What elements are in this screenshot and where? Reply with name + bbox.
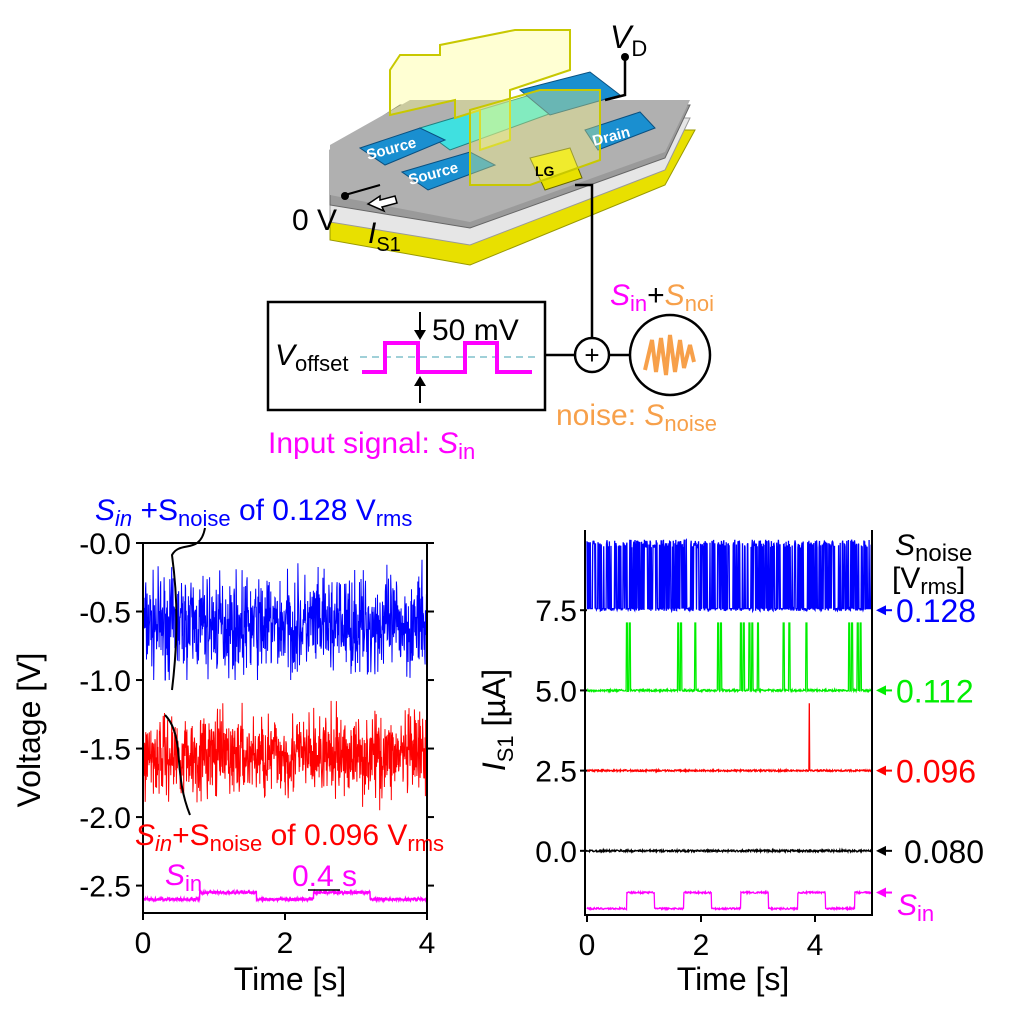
blue-callout [170, 527, 206, 691]
legend-arrowhead-1 [876, 685, 886, 696]
left-ytick-label-0: -0.0 [79, 528, 131, 561]
right-series-1-line [586, 622, 873, 694]
summer-plus: + [584, 340, 599, 370]
left-series-layer [142, 559, 428, 904]
legend-title: Snoise [895, 529, 972, 567]
vd-label: VD [610, 19, 647, 61]
chart-left: 0 2 4 -0.0 -0.5 -1.0 -1.5 -2.0 -2.5 Time [s] Vol… [11, 494, 444, 997]
noise-scribble-icon [643, 334, 696, 376]
legend-value-2: 0.096 [896, 754, 976, 790]
left-series-1-line [142, 700, 428, 811]
right-ytick-label-1: 5.0 [535, 675, 577, 708]
device-illustration: Source Source Drain LG VD 0 V IS1 [292, 19, 696, 342]
ground-wire [344, 184, 381, 196]
legend-arrowhead-3 [876, 845, 886, 856]
input-square-wave [362, 341, 532, 374]
right-ylabel: IS1 [µA] [476, 669, 518, 771]
left-ticks: 0 2 4 -0.0 -0.5 -1.0 -1.5 -2.0 -2.5 [79, 528, 435, 960]
legend-arrowhead-2 [876, 765, 886, 776]
left-xtick-label-1: 2 [277, 927, 294, 960]
right-series-0-line [586, 538, 873, 614]
right-ytick-label-0: 7.5 [535, 595, 577, 628]
left-ytick-label-4: -2.0 [79, 802, 131, 835]
left-xtick-label-2: 4 [419, 927, 436, 960]
right-ytick-label-3: 0.0 [535, 836, 577, 869]
right-plot-frame [584, 530, 873, 916]
legend-sin: Sin [897, 889, 934, 926]
legend-arrowhead-0 [876, 605, 886, 616]
gate-box [389, 29, 601, 186]
right-ticks: 0 2 4 7.5 5.0 2.5 0.0 [535, 595, 823, 962]
right-xtick-label-0: 0 [579, 929, 596, 962]
sin-annotation: Sin [165, 859, 202, 896]
vd-wire [604, 58, 627, 102]
sum-label: Sin+Snoi [610, 279, 714, 316]
right-series-4-line [586, 889, 873, 912]
legend-value-1: 0.112 [896, 673, 974, 709]
legend-sin-arrowhead [876, 887, 886, 898]
source-electrode-2 [400, 151, 497, 191]
right-series-2-line [586, 703, 873, 774]
left-ytick-label-5: -2.5 [79, 871, 131, 904]
input-signal-label: Input signal: Sin [268, 427, 475, 464]
red-annotation: Sin+Snoise of 0.096 Vrms [135, 819, 444, 856]
amplitude-label: 50 mV [432, 314, 519, 347]
right-legend: 0.128 0.112 0.096 0.080 [876, 593, 984, 870]
left-xlabel: Time [s] [234, 961, 347, 997]
right-ytick-label-2: 2.5 [535, 756, 577, 789]
right-xtick-label-1: 2 [693, 929, 710, 962]
legend-unit: [Vrms] [892, 562, 965, 599]
source-electrode-1 [358, 127, 447, 166]
right-series-layer [586, 538, 873, 912]
legend-sin-arrow [876, 887, 892, 898]
is1-label: IS1 [368, 217, 401, 256]
left-series-0-line [142, 559, 428, 681]
left-ytick-label-2: -1.0 [79, 665, 131, 698]
amp-arrowhead-top [414, 330, 426, 340]
circuit: Voffset 50 mV + Sin+Snoi noise: Snoise I… [266, 279, 717, 464]
current-arrow [366, 194, 398, 213]
blue-annotation: Sin +Snoise of 0.128 Vrms [95, 494, 412, 531]
left-ytick-label-1: -0.5 [79, 597, 131, 630]
noise-label: noise: Snoise [556, 399, 717, 436]
zero-volt-label: 0 V [292, 204, 337, 237]
amp-arrowhead-bottom [414, 376, 426, 386]
lg-wire [575, 183, 594, 342]
right-xtick-label-2: 4 [807, 929, 824, 962]
period-label: 0.4 s [292, 860, 357, 893]
red-callout [164, 714, 191, 816]
voffset-label: Voffset [275, 339, 348, 376]
chart-right: 0 2 4 7.5 5.0 2.5 0.0 Time [s] IS1 [µA] Snoise… [476, 529, 984, 997]
left-ytick-label-3: -1.5 [79, 734, 131, 767]
left-series-2-line [142, 888, 428, 904]
right-xlabel: Time [s] [677, 961, 790, 997]
vd-terminal [621, 53, 629, 61]
legend-value-3: 0.080 [904, 834, 984, 870]
right-series-3-line [586, 847, 873, 855]
ground-terminal [341, 192, 349, 200]
legend-value-0: 0.128 [896, 593, 976, 629]
left-ylabel: Voltage [V] [11, 653, 47, 808]
lg-label: LG [535, 163, 555, 179]
left-xtick-label-0: 0 [135, 927, 152, 960]
drain-electrode [584, 111, 656, 151]
